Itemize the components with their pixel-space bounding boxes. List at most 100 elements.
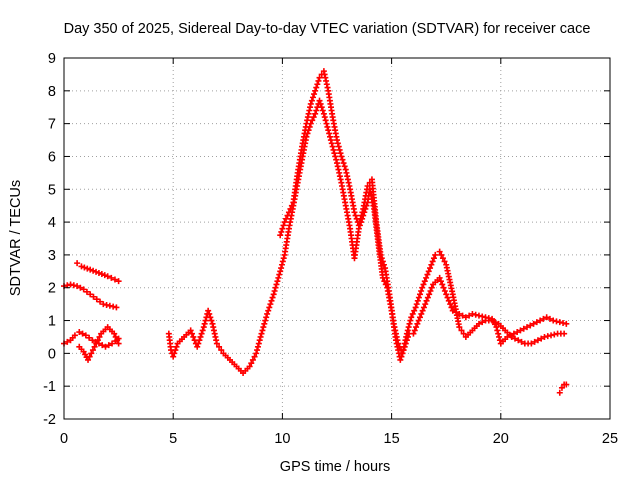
data-point (324, 123, 331, 130)
data-point (276, 271, 283, 278)
data-point (98, 271, 105, 278)
data-point (313, 84, 320, 91)
data-point (84, 265, 91, 272)
data-point (405, 324, 412, 331)
data-point (424, 271, 431, 278)
data-point (323, 120, 330, 127)
data-point (316, 74, 323, 81)
data-point (194, 343, 201, 350)
data-point (561, 330, 568, 337)
data-point (427, 288, 434, 295)
data-point (538, 335, 545, 342)
data-point (548, 332, 555, 339)
data-point (330, 146, 337, 153)
data-point (412, 304, 419, 311)
data-point (459, 312, 466, 319)
series-group (74, 260, 122, 363)
data-point (475, 320, 482, 327)
data-point (190, 333, 197, 340)
data-point (407, 317, 414, 324)
data-point (64, 338, 71, 345)
y-tick-label: 0 (48, 346, 56, 362)
data-point (280, 222, 287, 229)
data-point (327, 137, 334, 144)
data-point (425, 268, 432, 275)
data-point (259, 327, 266, 334)
data-point (443, 291, 450, 298)
data-point (395, 340, 402, 347)
data-point (278, 228, 285, 235)
data-point (74, 260, 81, 267)
data-point (429, 258, 436, 265)
data-point (413, 324, 420, 331)
data-point (462, 314, 469, 321)
data-point (415, 317, 422, 324)
data-point (271, 288, 278, 295)
x-tick-label: 15 (384, 431, 400, 447)
data-point (359, 209, 366, 216)
data-point (205, 307, 212, 314)
data-point (517, 327, 524, 334)
data-point (74, 283, 81, 290)
data-point (99, 342, 106, 349)
data-point (312, 110, 319, 117)
data-point (187, 327, 194, 334)
data-point (546, 315, 553, 322)
data-point (90, 267, 97, 274)
data-point (253, 350, 260, 357)
data-point (85, 356, 92, 363)
data-point (112, 333, 119, 340)
data-point (514, 329, 521, 336)
data-point (515, 337, 522, 344)
data-point (325, 127, 332, 134)
data-point (67, 281, 74, 288)
data-point (563, 381, 570, 388)
data-point (550, 317, 557, 324)
data-point (520, 325, 527, 332)
data-point (260, 324, 267, 331)
data-point (257, 333, 264, 340)
data-point (90, 293, 97, 300)
y-tick-label: 4 (48, 215, 56, 231)
x-tick-label: 25 (602, 431, 618, 447)
data-point (269, 294, 276, 301)
data-point (101, 272, 108, 279)
data-point (424, 294, 431, 301)
data-point (355, 222, 362, 229)
data-point (332, 153, 339, 160)
data-point (533, 319, 540, 326)
data-series (61, 68, 570, 396)
data-point (356, 219, 363, 226)
data-point (430, 255, 437, 262)
x-axis-label: GPS time / hours (280, 459, 390, 475)
data-point (415, 294, 422, 301)
data-point (198, 330, 205, 337)
data-point (70, 282, 77, 289)
data-point (96, 333, 103, 340)
data-point (540, 315, 547, 322)
data-point (439, 281, 446, 288)
data-point (339, 156, 346, 163)
data-point (316, 97, 323, 104)
data-point (441, 288, 448, 295)
data-point (201, 320, 208, 327)
data-point (321, 114, 328, 121)
data-point (328, 140, 335, 147)
data-point (261, 320, 268, 327)
data-point (334, 140, 341, 147)
data-point (426, 291, 433, 298)
data-point (398, 353, 405, 360)
data-point (558, 384, 565, 391)
data-point (326, 130, 333, 137)
data-point (270, 291, 277, 298)
data-point (439, 255, 446, 262)
data-point (172, 347, 179, 354)
data-point (173, 343, 180, 350)
data-point (423, 297, 430, 304)
y-axis-label: SDTVAR / TECUs (8, 180, 24, 296)
y-tick-label: 6 (48, 149, 56, 165)
data-point (437, 278, 444, 285)
data-point (322, 117, 329, 124)
data-point (341, 163, 348, 170)
